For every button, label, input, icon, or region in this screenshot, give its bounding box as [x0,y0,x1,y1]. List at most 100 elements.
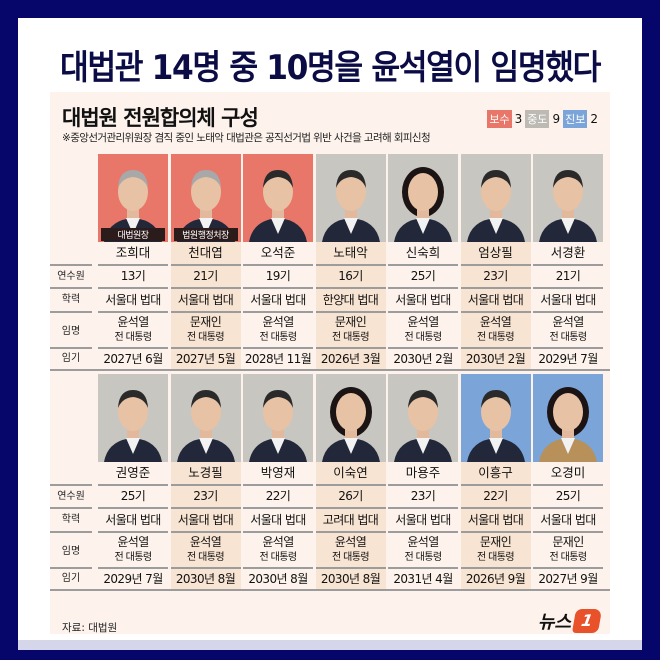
appointer: 윤석열 전 대통령 [533,311,603,347]
term-end: 2030년 8월 [170,567,241,589]
education: 서울대 법대 [170,287,241,311]
appointer-name: 문재인 [334,315,367,329]
appointer: 윤석열 전 대통령 [243,531,313,567]
justice-card: 신숙희 25기 서울대 법대 윤석열 전 대통령 2030년 2월 [388,154,458,369]
justice-name: 마용주 [405,465,441,480]
education: 서울대 법대 [388,287,458,311]
appointer-title: 전 대통령 [332,552,370,563]
justice-photo [388,154,458,242]
appointer-title: 전 대통령 [114,332,153,343]
justice-photo [533,374,603,462]
appointer: 윤석열 전 대통령 [98,531,168,567]
justice-name: 노태악 [333,245,368,260]
education: 서울대 법대 [388,507,458,531]
appointer-title: 전 대통령 [549,332,588,343]
appointer-name: 문재인 [189,315,222,329]
justice-photo: 법원행정처장 [170,154,241,242]
training-class: 23기 [388,484,458,507]
training-class: 23기 [170,484,241,507]
term-end: 2029년 7월 [533,347,603,369]
justice-name: 서경환 [550,245,586,260]
portrait-icon [539,387,597,462]
term-end: 2030년 2월 [460,347,531,369]
education: 서울대 법대 [98,507,168,531]
appointer-name: 윤석열 [407,535,439,549]
appointer-title: 전 대통령 [404,332,443,343]
term-end: 2027년 5월 [170,347,241,369]
justice-info: 박영재 22기 서울대 법대 윤석열 전 대통령 2030년 8월 [243,462,313,589]
justice-info: 노태악 16기 한양대 법대 문재인 전 대통령 2026년 3월 [315,242,386,369]
education: 서울대 법대 [533,507,603,531]
justice-name: 엄상필 [478,245,513,260]
appointer: 윤석열 전 대통령 [315,531,386,567]
justice-info: 오석준 19기 서울대 법대 윤석열 전 대통령 2028년 11월 [243,242,313,369]
logo-mark: 1 [571,609,603,633]
justice-info: 신숙희 25기 서울대 법대 윤석열 전 대통령 2030년 2월 [388,242,458,369]
justice-card: 서경환 21기 서울대 법대 윤석열 전 대통령 2029년 7월 [533,154,603,369]
appointer: 문재인 전 대통령 [315,311,386,347]
row-label: 임기 [50,347,92,369]
justice-card: 엄상필 23기 서울대 법대 윤석열 전 대통령 2030년 2월 [460,154,531,369]
education: 서울대 법대 [533,287,603,311]
appointer-name: 윤석열 [189,535,222,549]
term-end: 2030년 2월 [388,347,458,369]
court-composition-card: 대법원 전원합의체 구성 ※중앙선거관리위원장 겸직 중인 노태악 대법관은 공… [50,92,610,634]
justice-card: 오경미 25기 서울대 법대 문재인 전 대통령 2027년 9월 [533,374,603,589]
appointer: 윤석열 전 대통령 [243,311,313,347]
justice-info: 서경환 21기 서울대 법대 윤석열 전 대통령 2029년 7월 [533,242,603,369]
training-class: 13기 [98,264,168,287]
justice-card: 법원행정처장 천대엽 21기 서울대 법대 문재인 전 대통령 2027년 5월 [170,154,241,369]
bottom-strip [18,640,642,650]
justice-name: 오경미 [550,465,586,480]
row-label: 임명 [50,531,92,567]
justice-photo [98,374,168,462]
term-end: 2026년 3월 [315,347,386,369]
row-label: 학력 [50,507,92,531]
portrait-icon [539,170,597,242]
training-class: 22기 [243,484,313,507]
title-badge: 법원행정처장 [173,228,238,241]
appointer-name: 문재인 [552,535,584,549]
row-divider [50,369,610,371]
appointer-title: 전 대통령 [549,552,588,563]
legend-progressive-label: 진보 [563,110,588,128]
justice-info: 이숙연 26기 고려대 법대 윤석열 전 대통령 2030년 8월 [315,462,386,589]
justice-photo [243,154,313,242]
training-class: 21기 [170,264,241,287]
portrait-icon [104,390,162,462]
justice-photo [388,374,458,462]
appointer-name: 윤석열 [262,315,294,329]
row-label: 연수원 [50,484,92,507]
justice-photo [243,374,313,462]
appointer: 윤석열 전 대통령 [170,531,241,567]
justice-name: 이흥구 [478,465,513,480]
justice-info: 노경필 23기 서울대 법대 윤석열 전 대통령 2030년 8월 [170,462,241,589]
justice-info: 조희대 13기 서울대 법대 윤석열 전 대통령 2027년 6월 [98,242,168,369]
row-labels: 연수원 학력 임명 임기 [50,264,92,369]
justice-info: 마용주 23기 서울대 법대 윤석열 전 대통령 2031년 4월 [388,462,458,589]
justice-card: 오석준 19기 서울대 법대 윤석열 전 대통령 2028년 11월 [243,154,313,369]
portrait-icon [321,170,380,242]
justice-card: 이흥구 22기 서울대 법대 문재인 전 대통령 2026년 9월 [460,374,531,589]
term-end: 2028년 11월 [243,347,313,369]
infographic-panel: 대법관 14명 중 10명을 윤석열이 임명했다 대법원 전원합의체 구성 ※중… [18,18,642,642]
row-label: 임기 [50,567,92,589]
justice-card: 마용주 23기 서울대 법대 윤석열 전 대통령 2031년 4월 [388,374,458,589]
term-end: 2027년 9월 [533,567,603,589]
portrait-icon [249,170,307,242]
card-note: ※중앙선거관리위원장 겸직 중인 노태악 대법관은 공직선거법 위반 사건을 고… [62,132,431,144]
justice-name: 조희대 [115,245,151,260]
appointer: 윤석열 전 대통령 [460,311,531,347]
training-class: 25기 [98,484,168,507]
legend: 보수 3 중도 9 진보 2 [487,110,598,128]
education: 서울대 법대 [170,507,241,531]
appointer: 윤석열 전 대통령 [98,311,168,347]
justice-name: 권영준 [115,465,151,480]
portrait-icon [176,390,235,462]
appointer-name: 윤석열 [262,535,294,549]
appointer-title: 전 대통령 [114,552,153,563]
training-class: 26기 [315,484,386,507]
row-label: 학력 [50,287,92,311]
row-label: 임명 [50,311,92,347]
card-title: 대법원 전원합의체 구성 [62,106,259,130]
